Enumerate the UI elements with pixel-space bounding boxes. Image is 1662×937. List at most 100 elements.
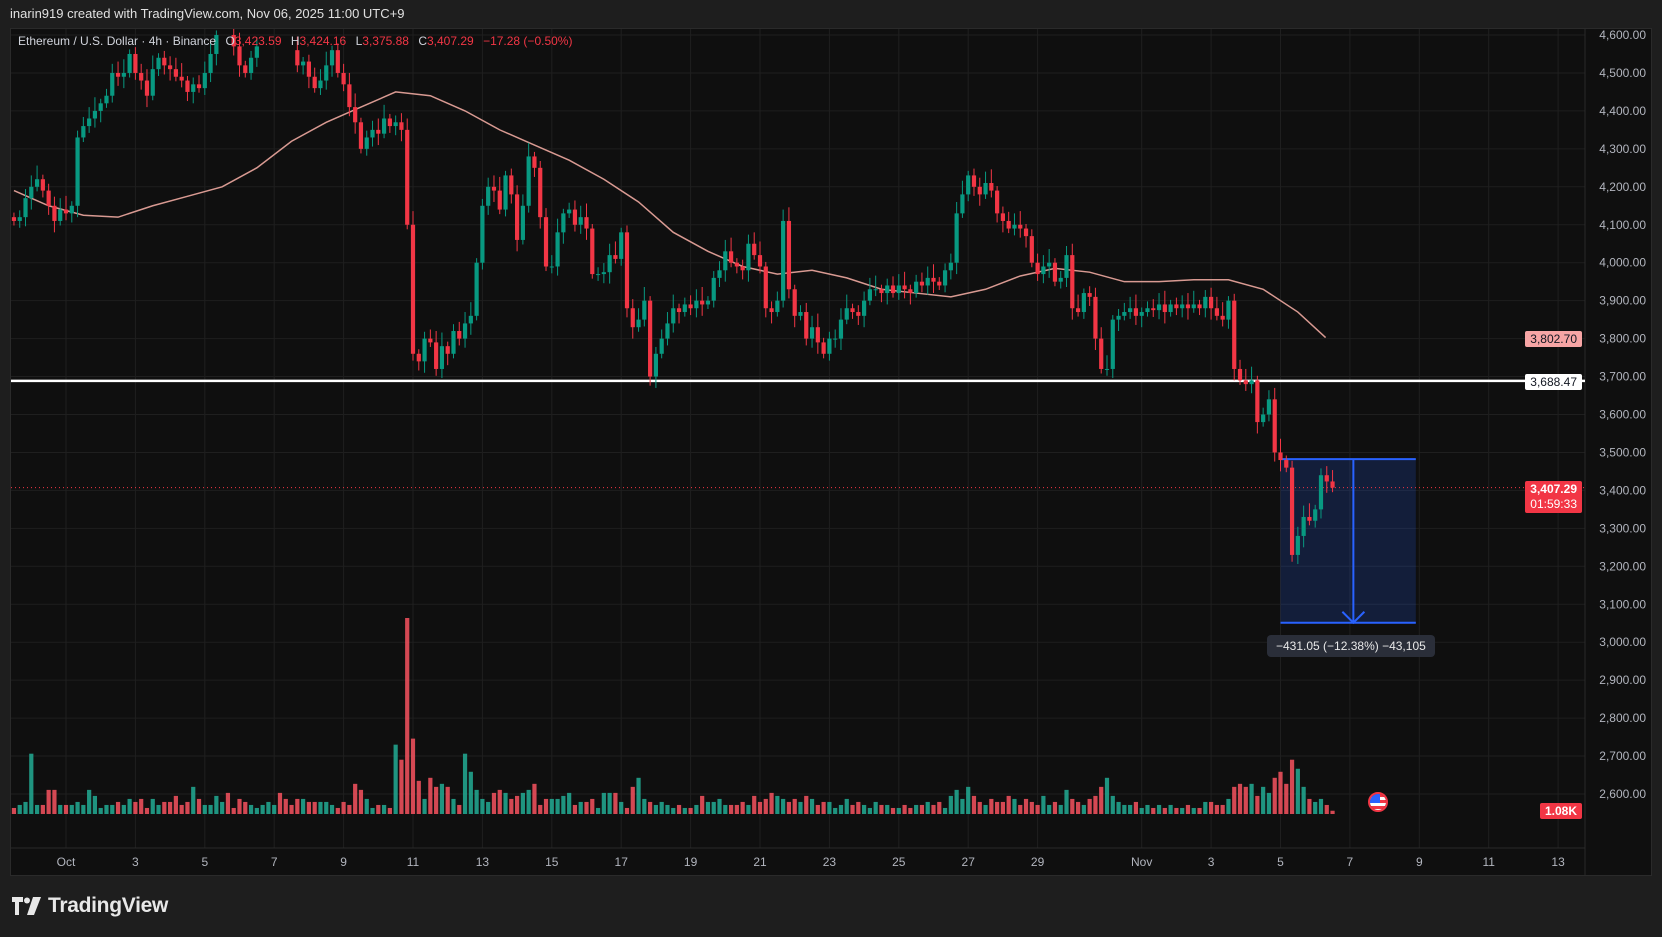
volume-bar: [705, 801, 711, 814]
volume-bar: [1035, 804, 1040, 814]
volume-bar: [642, 798, 647, 814]
x-tick-label: 13: [476, 855, 490, 869]
volume-bar: [1058, 804, 1063, 814]
volume-bar: [439, 783, 445, 814]
volume-bar: [1041, 795, 1046, 814]
candle-body: [572, 209, 578, 225]
candle-body: [1313, 509, 1318, 521]
volume-bar: [306, 801, 311, 814]
volume-bar: [11, 807, 17, 814]
candle-body: [1070, 255, 1075, 309]
volume-bar: [1301, 786, 1306, 814]
candle-body: [150, 69, 155, 96]
x-tick-label: 3: [132, 855, 139, 869]
y-tick-label: 4,600.00: [1599, 28, 1646, 42]
y-tick-label: 3,300.00: [1599, 521, 1646, 535]
candle-body: [110, 72, 115, 96]
volume-bar: [353, 783, 358, 814]
volume-bar: [1023, 798, 1029, 814]
candle-body: [781, 220, 786, 301]
candle-body: [434, 342, 439, 369]
candle-body: [1023, 228, 1029, 237]
candle-body: [890, 285, 896, 294]
volume-bar: [977, 801, 982, 814]
volume-bar: [1295, 768, 1300, 814]
volume-bar: [272, 804, 277, 814]
candle-body: [757, 255, 763, 267]
volume-bar: [682, 807, 687, 814]
candle-body: [1052, 262, 1058, 282]
volume-bar: [104, 804, 109, 814]
y-tick-label: 3,600.00: [1599, 408, 1646, 422]
candle-body: [214, 35, 219, 54]
volume-bar: [1191, 807, 1196, 814]
x-tick-label: 9: [340, 855, 347, 869]
candle-body: [688, 304, 693, 309]
x-tick-label: 11: [407, 855, 420, 869]
candle-body: [746, 243, 751, 271]
candle-body: [387, 118, 392, 127]
tradingview-logo-icon: [12, 897, 41, 915]
volume-bar: [1237, 783, 1243, 814]
candle-body: [1093, 296, 1098, 339]
volume-bar: [387, 807, 392, 814]
candle-body: [92, 110, 98, 119]
x-tick-label: 23: [823, 855, 837, 869]
low-value: 3,375.88: [362, 34, 409, 48]
candle-body: [671, 308, 676, 324]
volume-bar: [769, 792, 774, 814]
candle-body: [676, 308, 682, 313]
volume-bar: [144, 807, 150, 814]
candle-body: [173, 69, 178, 77]
candle-body: [185, 80, 190, 92]
level-price-tag: 3,688.47: [1525, 374, 1582, 390]
volume-bar: [1006, 795, 1011, 814]
candle-body: [595, 274, 601, 276]
candle-body: [1185, 304, 1191, 309]
volume-bar: [948, 795, 953, 814]
us-flag-icon[interactable]: [1368, 792, 1388, 812]
x-tick-label: 15: [545, 855, 559, 869]
candle-body: [1220, 315, 1225, 320]
volume-bar: [358, 789, 364, 814]
volume-bar: [1180, 807, 1185, 814]
volume-bar: [347, 804, 352, 814]
volume-bar: [630, 786, 635, 814]
volume-bar: [833, 807, 838, 814]
tradingview-logo[interactable]: TradingView: [12, 894, 168, 918]
candle-body: [925, 277, 930, 286]
volume-bar: [58, 804, 63, 814]
candle-body: [960, 194, 965, 214]
candle-body: [584, 217, 589, 229]
volume-bar: [451, 798, 456, 814]
volume-bar: [225, 792, 231, 814]
candle-body: [58, 209, 63, 221]
candle-body: [1133, 308, 1139, 316]
candle-body: [1180, 304, 1185, 309]
candle-body: [1255, 380, 1260, 423]
candle-body: [422, 338, 427, 362]
volume-bar: [619, 801, 624, 814]
volume-bar: [335, 807, 340, 814]
x-tick-label: 5: [1277, 855, 1284, 869]
candle-body: [1191, 304, 1196, 309]
volume-bar: [815, 804, 820, 814]
volume-bar: [561, 795, 566, 814]
volume-bar: [1313, 801, 1318, 814]
symbol-title[interactable]: Ethereum / U.S. Dollar · 4h · Binance: [18, 34, 217, 48]
candle-body: [1099, 338, 1104, 369]
candle-body: [723, 251, 728, 271]
candle-body: [468, 315, 473, 324]
volume-bar: [1133, 801, 1139, 814]
volume-bar: [17, 804, 22, 814]
volume-bar: [173, 795, 178, 814]
volume-bar: [416, 780, 421, 814]
volume-bar: [572, 804, 578, 814]
volume-bar: [723, 804, 728, 814]
measurement-box: [1280, 459, 1416, 623]
volume-bar: [1289, 759, 1295, 814]
x-tick-label: 25: [892, 855, 906, 869]
candle-body: [63, 209, 69, 214]
candle-body: [1243, 380, 1248, 385]
